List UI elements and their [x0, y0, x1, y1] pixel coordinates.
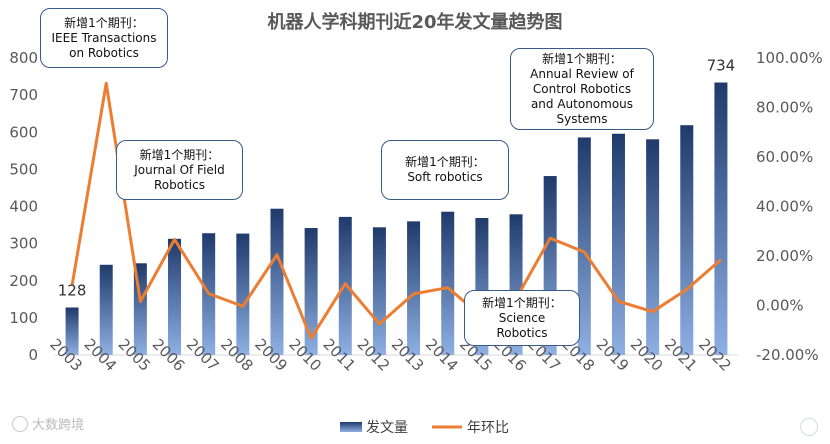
legend-swatch-bar: [340, 422, 362, 432]
bar-2004: [99, 264, 113, 355]
bar-2018: [577, 137, 591, 355]
watermark: 大数跨境: [12, 414, 84, 433]
y-left-tick-label: 500: [9, 160, 38, 178]
bar-2019: [611, 133, 625, 355]
annotation-journal-of-field-robotics: 新增1个期刊： Journal Of Field Robotics: [116, 140, 243, 200]
y-left-tick-label: 700: [9, 86, 38, 104]
bar-2013: [407, 221, 421, 355]
annotation-annual-review: 新增1个期刊： Annual Review of Control Robotics a…: [510, 48, 654, 130]
corner-circle-icon: [800, 418, 818, 436]
legend-label-bar: 发文量: [366, 420, 408, 436]
y-left-tick-label: 0: [28, 346, 38, 364]
bar-2014: [441, 211, 455, 355]
y-left-tick-label: 300: [9, 235, 38, 253]
bar-2022: [714, 82, 728, 355]
bar-data-label: 128: [58, 281, 87, 299]
y-left-tick-label: 400: [9, 198, 38, 216]
y-right-tick-label: -20.00%: [756, 346, 819, 364]
bar-2021: [680, 125, 694, 355]
watermark-logo-icon: [12, 415, 28, 432]
y-right-tick-label: 0.00%: [756, 297, 804, 315]
y-right-tick-label: 80.00%: [756, 99, 813, 117]
y-left-tick-label: 200: [9, 272, 38, 290]
annotation-science-robotics: 新增1个期刊： Science Robotics: [464, 290, 580, 346]
chart-title: 机器人学科期刊近20年发文量趋势图: [267, 11, 562, 33]
y-left-tick-label: 600: [9, 123, 38, 141]
annotation-soft-robotics: 新增1个期刊： Soft robotics: [381, 140, 509, 200]
bar-2020: [646, 139, 660, 355]
series-line-yoy: [70, 81, 722, 340]
bar-2003: [65, 307, 79, 355]
legend: 发文量 年环比: [340, 420, 509, 436]
bar-2012: [372, 227, 386, 355]
bar-2008: [236, 233, 250, 355]
y-left-tick-label: 800: [9, 49, 38, 67]
annotation-ieee-transactions: 新增1个期刊： IEEE Transactions on Robotics: [40, 8, 168, 68]
y-left-tick-label: 100: [9, 309, 38, 327]
y-right-tick-label: 20.00%: [756, 247, 813, 265]
x-tick-label: 2003: [46, 335, 86, 375]
watermark-text: 大数跨境: [32, 418, 85, 433]
bar-2006: [168, 238, 182, 355]
legend-label-line: 年环比: [467, 420, 509, 436]
y-right-tick-label: 60.00%: [756, 148, 813, 166]
y-right-tick-label: 40.00%: [756, 198, 813, 216]
bar-data-label: 734: [707, 57, 736, 75]
y-right-tick-label: 100.00%: [756, 49, 823, 67]
bar-2009: [270, 208, 284, 355]
bar-2010: [304, 228, 318, 355]
